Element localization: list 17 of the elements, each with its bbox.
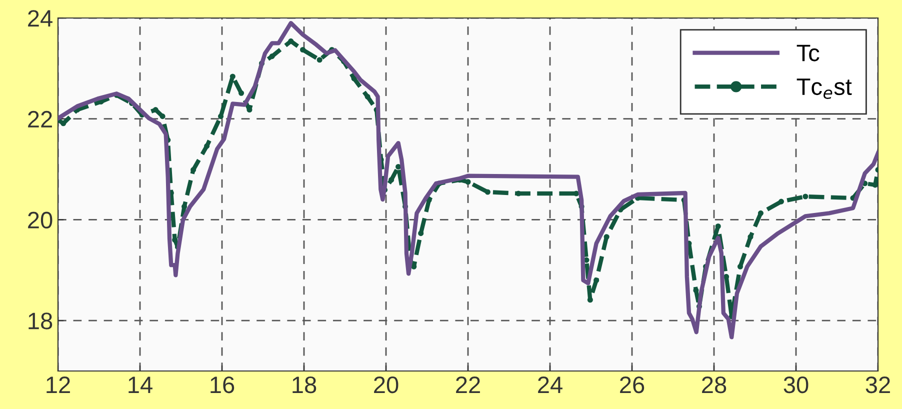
- y-tick-label: 24: [28, 10, 52, 27]
- x-tick-label: 16: [210, 376, 234, 394]
- y-tick-label: 20: [28, 212, 52, 228]
- legend-label: Tc: [796, 44, 820, 62]
- x-tick-label: 26: [620, 376, 644, 394]
- y-tick-label: 22: [28, 110, 52, 128]
- x-tick-label: 18: [292, 376, 316, 394]
- x-tick-label: 12: [46, 376, 70, 393]
- y-tick-label: 18: [28, 312, 52, 330]
- legend-label: Tc$_{e}$st: [796, 78, 852, 99]
- x-tick-label: 22: [456, 376, 480, 393]
- x-tick-label: 30: [784, 376, 808, 394]
- x-tick-label: 32: [866, 376, 890, 394]
- x-tick-label: 28: [702, 376, 726, 394]
- x-tick-label: 20: [374, 376, 398, 394]
- x-tick-label: 24: [538, 376, 562, 393]
- x-tick-label: 14: [128, 376, 152, 393]
